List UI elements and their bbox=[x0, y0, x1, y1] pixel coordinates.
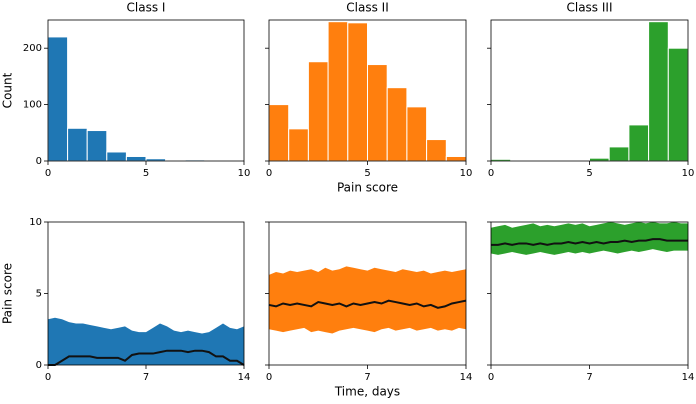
bar bbox=[608, 146, 630, 162]
y-tick-label: 0 bbox=[36, 360, 42, 371]
x-tick-label: 0 bbox=[45, 372, 51, 383]
panel-title: Class II bbox=[346, 1, 388, 15]
bar bbox=[367, 64, 388, 162]
y-tick-label: 5 bbox=[36, 289, 42, 300]
panel-title: Class III bbox=[566, 1, 612, 15]
bar bbox=[307, 61, 329, 162]
bar bbox=[648, 21, 669, 162]
bar bbox=[67, 127, 88, 162]
x-tick-label: 14 bbox=[460, 372, 473, 383]
bar bbox=[589, 157, 610, 162]
x-tick-label: 10 bbox=[682, 168, 695, 179]
y-tick-label: 0 bbox=[36, 156, 42, 167]
x-tick-label: 0 bbox=[266, 372, 272, 383]
x-axis-label: Pain score bbox=[337, 181, 398, 195]
bar bbox=[426, 139, 447, 162]
bar bbox=[445, 155, 467, 162]
band bbox=[491, 222, 688, 255]
bar bbox=[288, 128, 309, 162]
x-tick-label: 0 bbox=[45, 168, 51, 179]
x-tick-label: 10 bbox=[460, 168, 473, 179]
x-tick-label: 0 bbox=[266, 168, 272, 179]
band bbox=[48, 317, 244, 365]
mean-line bbox=[491, 238, 688, 246]
bar bbox=[327, 21, 349, 162]
y-tick-label: 200 bbox=[23, 43, 42, 54]
x-tick-label: 7 bbox=[364, 372, 370, 383]
mean-line bbox=[268, 299, 467, 309]
y-tick-label: 10 bbox=[29, 217, 42, 228]
x-tick-label: 5 bbox=[364, 168, 370, 179]
y-tick-label: 100 bbox=[23, 100, 42, 111]
bar bbox=[86, 130, 108, 162]
x-axis-label: Time, days bbox=[334, 385, 400, 399]
bar bbox=[347, 22, 368, 162]
bar bbox=[47, 36, 69, 162]
bar bbox=[386, 87, 408, 162]
x-tick-label: 0 bbox=[488, 372, 494, 383]
x-tick-label: 7 bbox=[586, 372, 592, 383]
y-axis-label: Count bbox=[1, 72, 15, 108]
mean-line bbox=[48, 349, 245, 366]
x-tick-label: 10 bbox=[238, 168, 251, 179]
bar bbox=[628, 124, 650, 162]
x-tick-label: 7 bbox=[143, 372, 149, 383]
x-tick-label: 5 bbox=[143, 168, 149, 179]
x-tick-label: 5 bbox=[586, 168, 592, 179]
bar bbox=[268, 104, 290, 162]
bar bbox=[667, 47, 689, 162]
x-tick-label: 14 bbox=[682, 372, 695, 383]
x-tick-label: 0 bbox=[488, 168, 494, 179]
bar bbox=[406, 106, 428, 162]
y-axis-label: Pain score bbox=[1, 263, 15, 324]
bar bbox=[106, 151, 127, 162]
panel-title: Class I bbox=[127, 1, 166, 15]
x-tick-label: 14 bbox=[238, 372, 251, 383]
band bbox=[269, 266, 466, 334]
bar bbox=[125, 155, 147, 162]
